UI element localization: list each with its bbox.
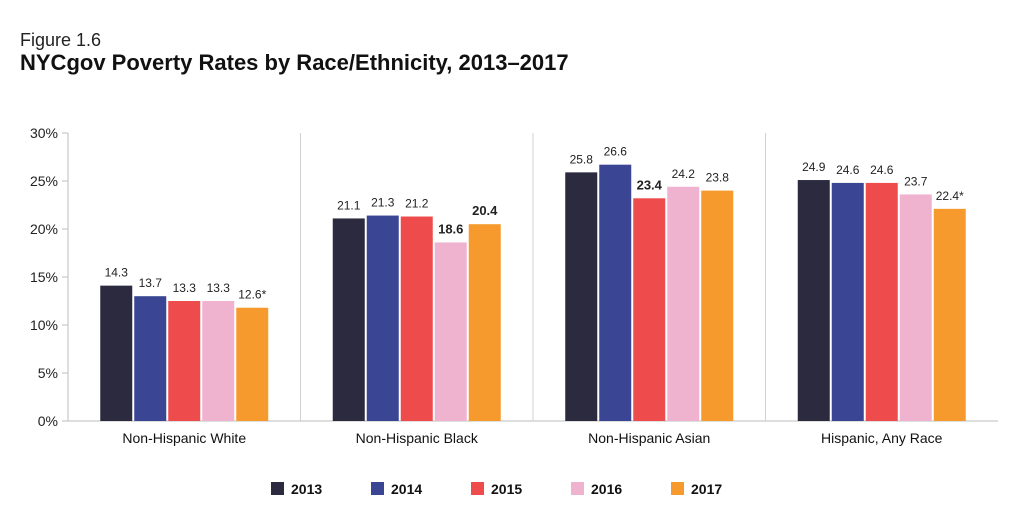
bar: [599, 164, 632, 421]
data-label: 24.9: [802, 160, 826, 174]
data-label: 23.8: [706, 171, 730, 185]
data-label: 13.3: [173, 281, 197, 295]
x-category-label: Non-Hispanic White: [122, 430, 246, 446]
bar: [168, 301, 201, 421]
bar: [565, 172, 598, 421]
legend-label: 2014: [391, 481, 422, 497]
data-label: 23.4: [637, 177, 663, 192]
data-label: 24.6: [836, 163, 860, 177]
y-tick-label: 5%: [38, 365, 58, 381]
data-label: 21.3: [371, 196, 395, 210]
legend-swatch: [271, 482, 284, 495]
bar: [400, 216, 433, 421]
data-label: 24.6: [870, 163, 894, 177]
bar: [332, 218, 365, 421]
bar: [831, 182, 864, 421]
data-label: 22.4*: [936, 189, 964, 203]
bar: [701, 190, 734, 421]
x-category-label: Non-Hispanic Asian: [588, 430, 710, 446]
legend-label: 2013: [291, 481, 322, 497]
data-label: 25.8: [570, 152, 594, 166]
data-label: 21.1: [337, 198, 361, 212]
chart-title: NYCgov Poverty Rates by Race/Ethnicity, …: [20, 50, 569, 75]
bar: [434, 242, 467, 421]
x-category-label: Non-Hispanic Black: [356, 430, 479, 446]
data-label: 14.3: [105, 266, 129, 280]
y-tick-label: 0%: [38, 413, 58, 429]
y-tick-label: 20%: [30, 221, 58, 237]
data-label: 13.3: [207, 281, 231, 295]
bar: [134, 296, 167, 421]
legend-label: 2016: [591, 481, 622, 497]
legend-swatch: [571, 482, 584, 495]
legend-label: 2015: [491, 481, 522, 497]
legend-swatch: [371, 482, 384, 495]
bar: [899, 194, 932, 421]
data-label: 12.6*: [238, 288, 266, 302]
bar: [797, 180, 830, 421]
legend-swatch: [671, 482, 684, 495]
y-tick-label: 10%: [30, 317, 58, 333]
data-label: 26.6: [604, 145, 628, 159]
data-label: 24.2: [672, 167, 696, 181]
bar: [366, 215, 399, 421]
legend-label: 2017: [691, 481, 722, 497]
bar: [933, 208, 966, 421]
bar: [100, 285, 133, 421]
data-label: 23.7: [904, 174, 928, 188]
bar: [202, 301, 235, 421]
y-tick-label: 30%: [30, 125, 58, 141]
x-category-label: Hispanic, Any Race: [821, 430, 943, 446]
data-label: 18.6: [438, 221, 463, 236]
data-label: 21.2: [405, 197, 429, 211]
figure-label: Figure 1.6: [20, 30, 102, 50]
bar: [236, 307, 269, 421]
y-tick-label: 15%: [30, 269, 58, 285]
y-tick-label: 25%: [30, 173, 58, 189]
bar: [865, 182, 898, 421]
data-label: 13.7: [139, 276, 163, 290]
bar: [468, 224, 501, 421]
data-label: 20.4: [472, 203, 498, 218]
bar: [667, 186, 700, 421]
bar: [633, 198, 666, 421]
legend-swatch: [471, 482, 484, 495]
